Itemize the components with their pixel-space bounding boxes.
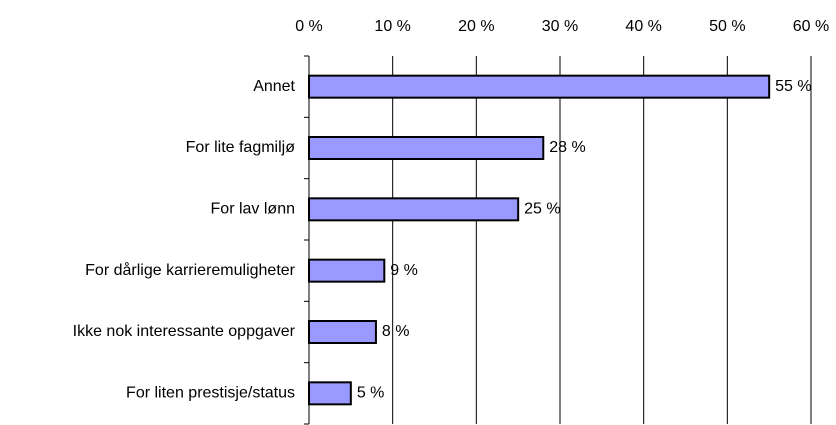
y-tick-label: Annet bbox=[253, 78, 295, 95]
x-tick-label: 20 % bbox=[458, 18, 494, 35]
y-tick-label: Ikke nok interessante oppgaver bbox=[73, 323, 296, 340]
y-tick-label: For lite fagmiljø bbox=[186, 139, 296, 156]
bar bbox=[308, 381, 352, 406]
y-tick-label: For dårlige karrieremuligheter bbox=[85, 261, 296, 279]
x-tick-label: 10 % bbox=[374, 18, 410, 35]
value-label: 25 % bbox=[524, 201, 560, 218]
y-tick-label: For lav lønn bbox=[211, 201, 295, 218]
bar bbox=[308, 74, 771, 99]
x-tick-label: 30 % bbox=[542, 18, 578, 35]
x-tick-label: 60 % bbox=[793, 18, 829, 35]
bar bbox=[308, 136, 545, 160]
y-tick-label: For liten prestisje/status bbox=[126, 385, 295, 402]
x-tick-label: 50 % bbox=[709, 18, 745, 35]
value-label: 55 % bbox=[775, 78, 811, 95]
value-label: 8 % bbox=[382, 323, 410, 340]
value-label: 5 % bbox=[357, 385, 385, 402]
value-label: 9 % bbox=[390, 262, 418, 279]
bar bbox=[308, 320, 377, 344]
bar bbox=[308, 197, 520, 222]
value-label: 28 % bbox=[549, 139, 585, 156]
x-tick-label: 0 % bbox=[295, 18, 323, 35]
bar bbox=[308, 258, 386, 283]
x-tick-label: 40 % bbox=[625, 18, 661, 35]
